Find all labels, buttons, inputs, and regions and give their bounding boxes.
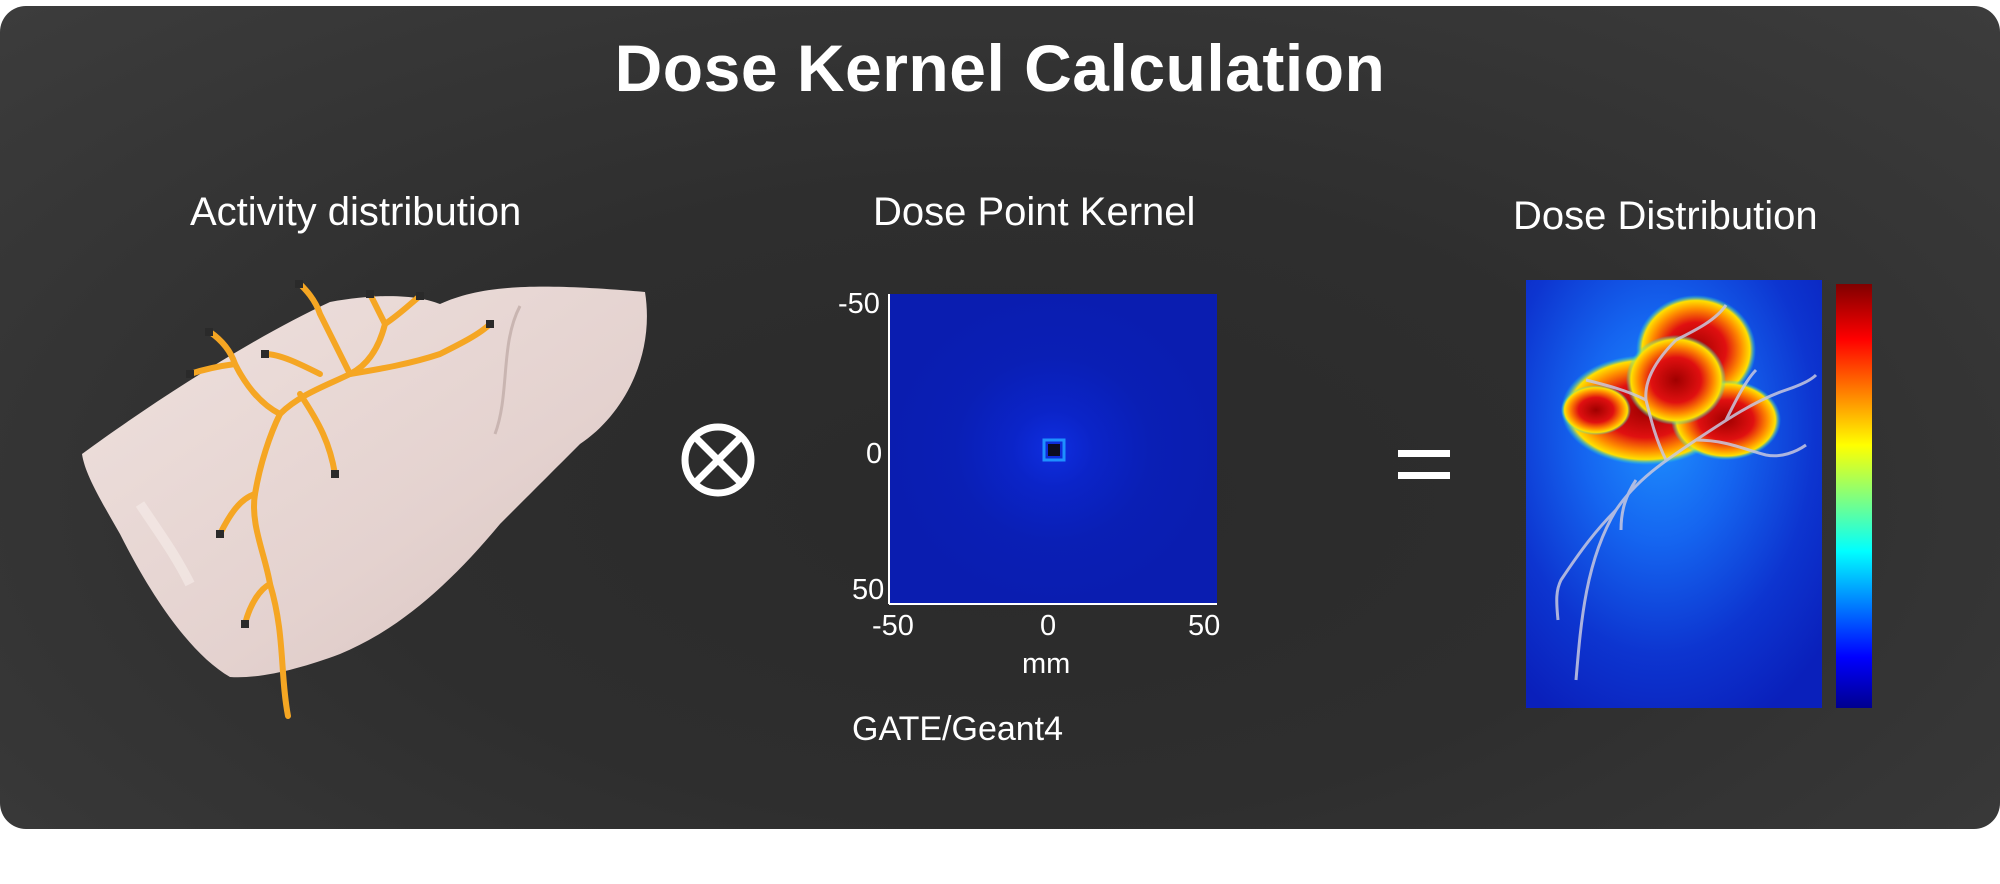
x-tick-left: -50 [872, 610, 914, 642]
equals-icon [1398, 450, 1450, 479]
kernel-center [1048, 444, 1060, 456]
colorbar-icon [1836, 284, 1872, 708]
liver-icon [82, 280, 647, 719]
diagram-panel: Dose Kernel Calculation Activity distrib… [0, 6, 2000, 829]
kernel-caption: GATE/Geant4 [852, 710, 1064, 748]
vessel-tips [186, 280, 494, 628]
dose-distribution-label: Dose Distribution [1513, 194, 1818, 238]
x-tick-mid: 0 [1040, 610, 1057, 642]
dose-point-kernel-plot [888, 294, 1217, 605]
dose-point-kernel-label: Dose Point Kernel [873, 190, 1196, 234]
dose-distribution-map [1526, 280, 1822, 708]
activity-distribution-label: Activity distribution [190, 190, 522, 234]
y-tick-top: -50 [838, 288, 880, 320]
vessel-tree [187, 281, 493, 719]
page-title: Dose Kernel Calculation [614, 31, 1386, 105]
convolution-operator-icon [681, 423, 755, 497]
y-tick-mid: 0 [866, 438, 883, 470]
liver-shape [82, 286, 647, 678]
x-axis-unit: mm [1022, 648, 1071, 680]
y-tick-bottom: 50 [852, 574, 885, 606]
dose-vessels [1555, 304, 1818, 681]
x-tick-right: 50 [1188, 610, 1221, 642]
